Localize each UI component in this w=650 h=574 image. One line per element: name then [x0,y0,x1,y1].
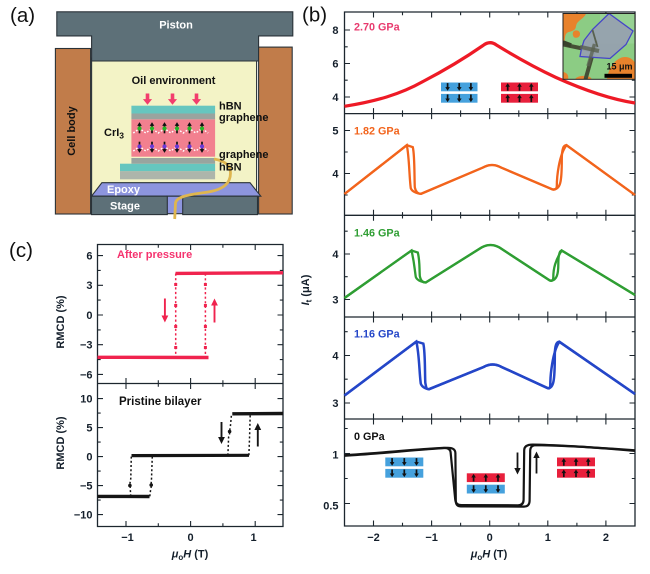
svg-text:4: 4 [332,249,339,261]
svg-text:5: 5 [332,125,338,137]
svg-text:4: 4 [332,92,339,104]
svg-text:3: 3 [86,280,92,292]
svg-text:−2: −2 [367,532,380,544]
svg-text:Oil environment: Oil environment [132,75,216,87]
svg-text:Pristine bilayer: Pristine bilayer [119,396,202,408]
svg-text:μoH (T): μoH (T) [171,549,209,563]
svg-text:CrI3: CrI3 [104,127,124,141]
svg-text:2.70 GPa: 2.70 GPa [354,22,401,34]
svg-text:−10: −10 [74,510,93,522]
svg-text:1.46 GPa: 1.46 GPa [354,228,401,240]
svg-text:−3: −3 [80,340,93,352]
svg-text:hBN: hBN [219,162,242,174]
svg-text:1.16 GPa: 1.16 GPa [354,329,401,341]
svg-text:0: 0 [86,310,92,322]
svg-text:μoH (T): μoH (T) [470,549,508,563]
svg-text:Piston: Piston [159,20,193,32]
svg-text:−1: −1 [425,532,438,544]
svg-text:graphene: graphene [219,112,269,124]
svg-text:It (μA): It (μA) [300,274,314,305]
svg-text:0: 0 [487,532,493,544]
svg-text:After pressure: After pressure [117,249,192,261]
svg-text:6: 6 [332,58,338,70]
svg-text:−5: −5 [80,481,93,493]
svg-text:1.82 GPa: 1.82 GPa [354,126,401,138]
svg-text:1: 1 [545,532,551,544]
svg-text:−6: −6 [80,369,93,381]
svg-text:2: 2 [603,532,609,544]
svg-text:0: 0 [86,452,92,464]
svg-text:10: 10 [80,394,92,406]
svg-text:0: 0 [188,532,194,544]
svg-text:(a): (a) [10,4,35,27]
svg-text:0 GPa: 0 GPa [354,431,386,443]
svg-text:3: 3 [332,294,338,306]
svg-text:graphene: graphene [219,149,269,161]
svg-text:hBN: hBN [219,101,242,113]
svg-text:Epoxy: Epoxy [107,184,141,196]
svg-text:1: 1 [250,532,256,544]
svg-text:4: 4 [332,350,339,362]
svg-text:4: 4 [332,168,339,180]
svg-text:RMCD (%): RMCD (%) [55,416,67,469]
svg-text:−1: −1 [121,532,134,544]
svg-text:6: 6 [86,251,92,263]
svg-text:8: 8 [332,25,338,37]
svg-text:15 μm: 15 μm [606,62,632,72]
svg-text:3: 3 [332,398,338,410]
svg-text:Stage: Stage [110,201,140,213]
svg-text:Cell body: Cell body [66,105,78,155]
svg-text:5: 5 [86,423,92,435]
svg-text:0.5: 0.5 [323,500,338,512]
svg-text:RMCD (%): RMCD (%) [55,295,67,348]
svg-text:(c): (c) [9,239,33,262]
svg-text:(b): (b) [302,4,327,27]
svg-text:1: 1 [332,449,338,461]
